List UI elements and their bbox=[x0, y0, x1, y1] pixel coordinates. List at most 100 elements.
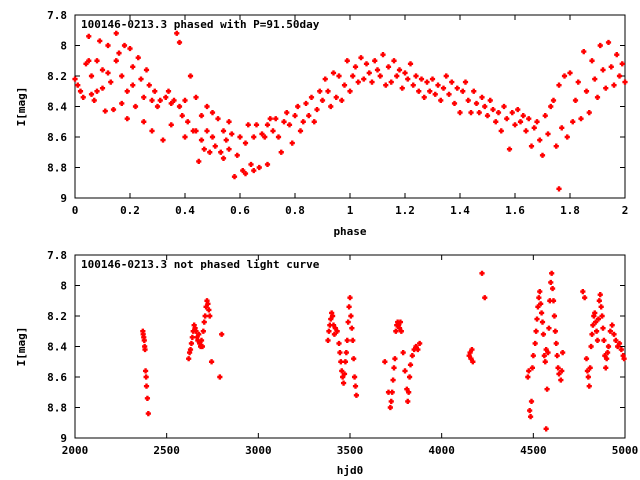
data-point bbox=[86, 58, 92, 64]
data-point bbox=[201, 146, 207, 152]
data-point bbox=[537, 137, 543, 143]
y-tick-label: 8.6 bbox=[47, 131, 67, 144]
data-point bbox=[607, 328, 613, 334]
data-point bbox=[556, 371, 562, 377]
data-point bbox=[618, 346, 624, 353]
data-point bbox=[218, 149, 224, 155]
x-tick-label: 1 bbox=[347, 204, 354, 217]
y-tick-label: 8.2 bbox=[47, 70, 67, 83]
data-point bbox=[149, 97, 155, 104]
data-point bbox=[338, 359, 344, 365]
data-point bbox=[589, 331, 595, 337]
data-point bbox=[292, 113, 298, 119]
data-point bbox=[332, 325, 338, 331]
data-series bbox=[140, 270, 627, 432]
x-axis-label: phase bbox=[333, 225, 366, 238]
data-point bbox=[527, 414, 534, 420]
data-point bbox=[121, 42, 128, 49]
data-point bbox=[219, 331, 225, 337]
data-point bbox=[584, 368, 591, 374]
data-point bbox=[196, 158, 202, 164]
data-point bbox=[284, 110, 290, 116]
data-point bbox=[536, 295, 542, 301]
data-point bbox=[366, 70, 372, 76]
data-point bbox=[487, 97, 493, 104]
data-point bbox=[189, 334, 195, 340]
data-point bbox=[341, 82, 348, 88]
data-point bbox=[209, 134, 216, 140]
data-point bbox=[154, 103, 161, 110]
data-point bbox=[193, 128, 199, 134]
data-point bbox=[193, 328, 199, 334]
data-point bbox=[388, 398, 394, 404]
data-point bbox=[581, 49, 587, 55]
data-point bbox=[91, 97, 97, 104]
data-point bbox=[191, 322, 197, 328]
data-point bbox=[515, 106, 521, 113]
chart-panel-2: 2000 2500 3000 3500 4000 4500 5000 7.8 8 8.2 8.4 8.… bbox=[15, 249, 638, 477]
chart-title: 100146-0213.3 phased with P=91.50day bbox=[81, 18, 320, 31]
data-point bbox=[490, 106, 496, 113]
data-point bbox=[143, 67, 150, 73]
x-tick-label: 1.2 bbox=[395, 204, 415, 217]
data-point bbox=[528, 143, 535, 149]
data-point bbox=[542, 113, 548, 119]
data-point bbox=[415, 346, 421, 353]
data-point bbox=[396, 325, 403, 331]
data-point bbox=[99, 67, 106, 73]
data-point bbox=[467, 350, 473, 356]
data-point bbox=[149, 128, 155, 134]
data-point bbox=[440, 85, 447, 91]
data-point bbox=[388, 79, 394, 85]
data-point bbox=[572, 97, 579, 104]
data-point bbox=[482, 103, 488, 110]
data-point bbox=[559, 125, 565, 131]
data-point bbox=[325, 88, 331, 94]
data-point bbox=[190, 128, 196, 134]
y-tick-label: 8.8 bbox=[47, 402, 67, 415]
data-point bbox=[341, 371, 348, 377]
data-point bbox=[188, 340, 195, 347]
data-point bbox=[311, 119, 317, 125]
data-point bbox=[556, 186, 562, 192]
data-point bbox=[190, 328, 196, 334]
data-point bbox=[207, 313, 213, 319]
x-tick-label: 0.8 bbox=[285, 204, 305, 217]
data-point bbox=[105, 70, 111, 76]
data-point bbox=[400, 350, 406, 356]
data-point bbox=[220, 128, 227, 134]
data-point bbox=[410, 82, 416, 88]
data-point bbox=[435, 82, 441, 88]
data-point bbox=[550, 97, 557, 104]
data-point bbox=[231, 174, 238, 180]
data-point bbox=[466, 353, 472, 359]
data-point bbox=[242, 171, 249, 177]
data-point bbox=[212, 143, 218, 149]
data-point bbox=[460, 88, 466, 94]
data-point bbox=[390, 377, 396, 383]
data-point bbox=[215, 116, 221, 122]
data-point bbox=[152, 88, 158, 94]
data-point bbox=[329, 313, 336, 319]
data-point bbox=[608, 64, 614, 70]
data-point bbox=[141, 334, 147, 340]
data-point bbox=[545, 350, 551, 356]
data-point bbox=[372, 58, 378, 64]
data-point bbox=[495, 110, 502, 116]
data-point bbox=[72, 76, 78, 82]
data-point bbox=[199, 343, 206, 350]
data-point bbox=[597, 42, 603, 49]
data-point bbox=[549, 270, 555, 276]
data-point bbox=[523, 128, 529, 134]
data-point bbox=[603, 85, 609, 91]
data-point bbox=[174, 30, 180, 36]
data-point bbox=[594, 337, 601, 343]
data-point bbox=[374, 67, 381, 73]
data-point bbox=[541, 353, 547, 359]
data-point bbox=[385, 64, 392, 70]
data-point bbox=[580, 289, 586, 295]
data-point bbox=[171, 97, 177, 104]
data-point bbox=[567, 70, 573, 76]
